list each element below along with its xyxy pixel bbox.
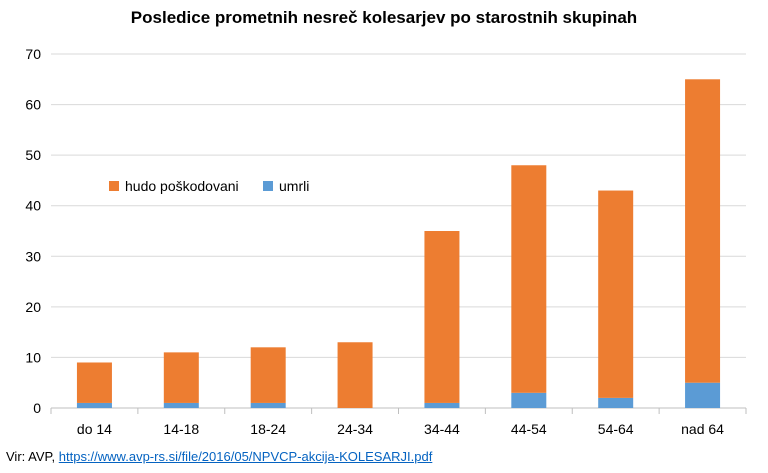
x-tick-label: 44-54 — [511, 421, 547, 437]
y-axis-tick-labels: 0 10 20 30 40 50 60 70 — [25, 46, 41, 416]
y-tick-label: 40 — [25, 198, 41, 214]
x-tick-label: 54-64 — [598, 421, 634, 437]
bar-segment-hudo-poskodovani — [337, 342, 373, 408]
bar-segment-hudo-poskodovani — [511, 165, 547, 393]
bar-segment-hudo-poskodovani — [424, 231, 460, 403]
bar-segment-umrli — [511, 392, 547, 408]
legend-swatch-umrli — [263, 181, 273, 191]
bar-segment-umrli — [685, 382, 721, 408]
bar-segment-hudo-poskodovani — [76, 362, 112, 403]
legend: hudo poškodovani umrli — [109, 178, 309, 194]
x-tick-label: do 14 — [77, 421, 112, 437]
x-tick-label: nad 64 — [681, 421, 724, 437]
x-tick-label: 24-34 — [337, 421, 373, 437]
bar-segment-hudo-poskodovani — [685, 79, 721, 383]
bars — [76, 79, 721, 408]
legend-swatch-hudo-poskodovani — [109, 181, 119, 191]
bar-segment-umrli — [250, 402, 286, 408]
source-link[interactable]: https://www.avp-rs.si/file/2016/05/NPVCP… — [58, 449, 433, 464]
y-tick-label: 50 — [25, 147, 41, 163]
y-tick-label: 60 — [25, 97, 41, 113]
source-prefix: Vir: AVP, — [6, 449, 59, 464]
bar-segment-hudo-poskodovani — [598, 190, 634, 398]
source-note: Vir: AVP, https://www.avp-rs.si/file/201… — [6, 449, 432, 464]
y-tick-label: 70 — [25, 46, 41, 62]
x-tick-label: 14-18 — [163, 421, 199, 437]
bar-segment-hudo-poskodovani — [250, 347, 286, 403]
y-tick-label: 10 — [25, 349, 41, 365]
y-tick-label: 20 — [25, 299, 41, 315]
y-tick-label: 0 — [33, 400, 41, 416]
bar-segment-umrli — [598, 397, 634, 408]
x-tick-label: 34-44 — [424, 421, 460, 437]
bar-segment-umrli — [424, 402, 460, 408]
chart-title: Posledice prometnih nesreč kolesarjev po… — [130, 8, 638, 27]
bar-segment-hudo-poskodovani — [163, 352, 199, 403]
x-axis-tick-labels: do 14 14-18 18-24 24-34 34-44 44-54 54-64 nad 6… — [50, 408, 747, 437]
bar-segment-umrli — [76, 402, 112, 408]
x-tick-label: 18-24 — [250, 421, 286, 437]
y-tick-label: 30 — [25, 248, 41, 264]
bar-segment-umrli — [163, 402, 199, 408]
legend-label-umrli: umrli — [279, 178, 309, 194]
legend-label-hudo-poskodovani: hudo poškodovani — [125, 178, 239, 194]
gridlines — [51, 53, 746, 409]
